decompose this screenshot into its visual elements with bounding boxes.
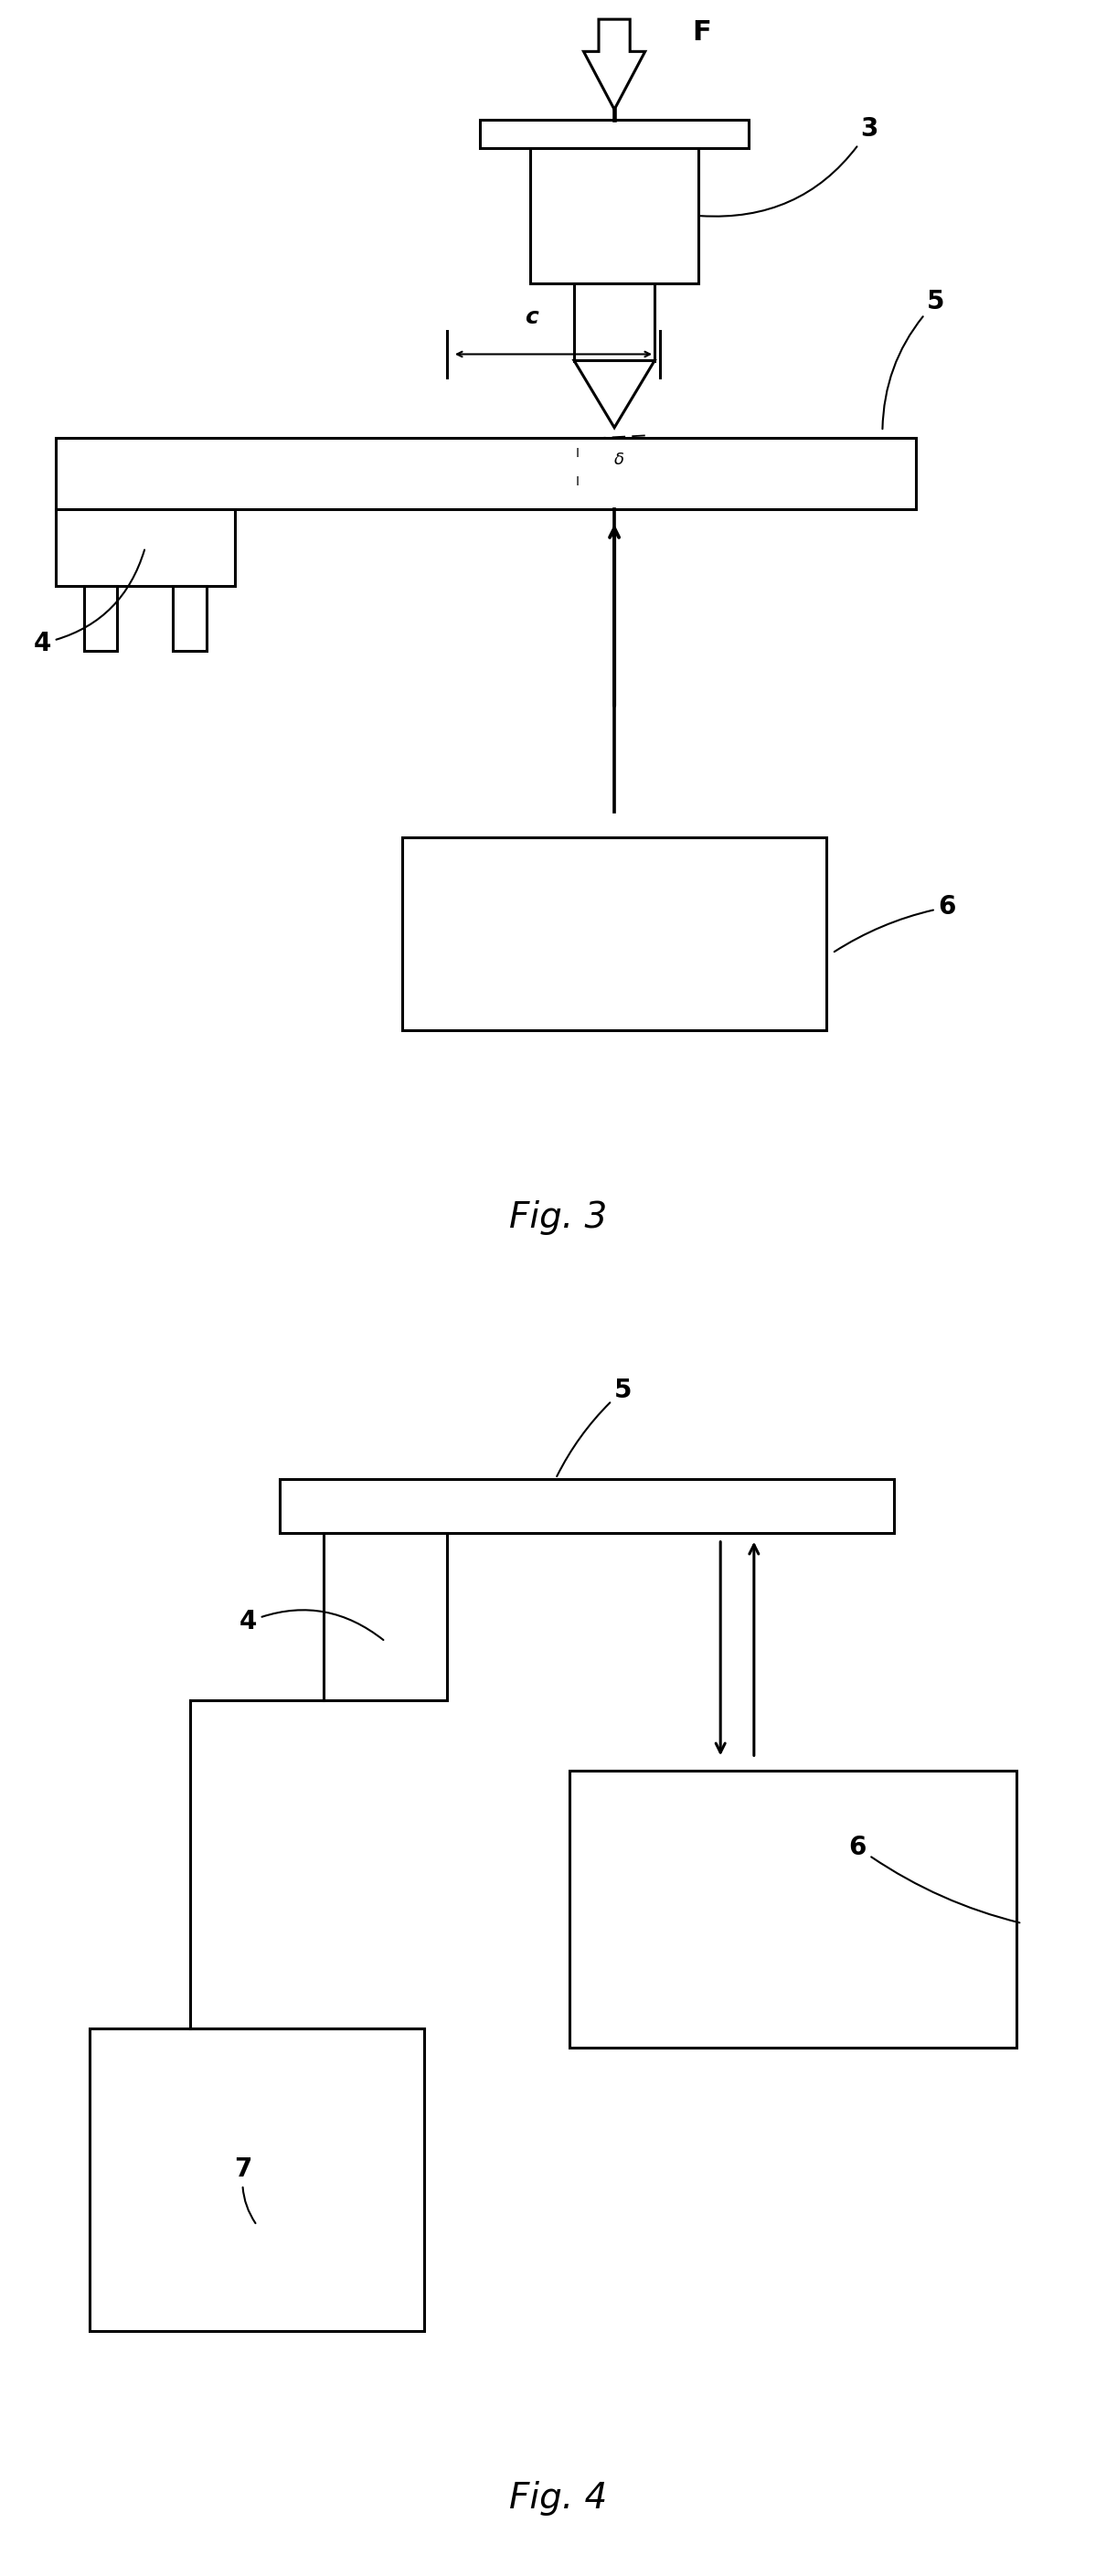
FancyBboxPatch shape	[56, 438, 916, 507]
Polygon shape	[574, 361, 655, 428]
Text: 3: 3	[700, 116, 878, 216]
FancyBboxPatch shape	[531, 147, 698, 283]
Text: Fig. 4: Fig. 4	[509, 2481, 608, 2517]
Text: Fig. 3: Fig. 3	[509, 1200, 608, 1234]
Text: 7: 7	[235, 2156, 256, 2223]
Text: I: I	[575, 477, 580, 487]
FancyBboxPatch shape	[84, 585, 117, 649]
Text: 5: 5	[557, 1378, 632, 1476]
FancyBboxPatch shape	[480, 118, 748, 147]
Text: I: I	[575, 448, 580, 459]
Text: 5: 5	[882, 289, 945, 430]
FancyBboxPatch shape	[570, 1772, 1016, 2048]
Text: δ: δ	[614, 451, 624, 469]
FancyBboxPatch shape	[574, 283, 655, 361]
FancyBboxPatch shape	[402, 837, 827, 1030]
Text: 6: 6	[834, 894, 956, 951]
Polygon shape	[584, 21, 646, 108]
FancyBboxPatch shape	[56, 507, 235, 585]
FancyBboxPatch shape	[173, 585, 207, 649]
FancyBboxPatch shape	[324, 1533, 447, 1700]
Text: F: F	[693, 21, 712, 46]
Text: c: c	[524, 307, 538, 327]
Text: 6: 6	[849, 1834, 1020, 1922]
FancyBboxPatch shape	[89, 2030, 424, 2331]
Text: 4: 4	[239, 1610, 383, 1641]
FancyBboxPatch shape	[279, 1479, 894, 1533]
Text: 4: 4	[34, 549, 144, 657]
